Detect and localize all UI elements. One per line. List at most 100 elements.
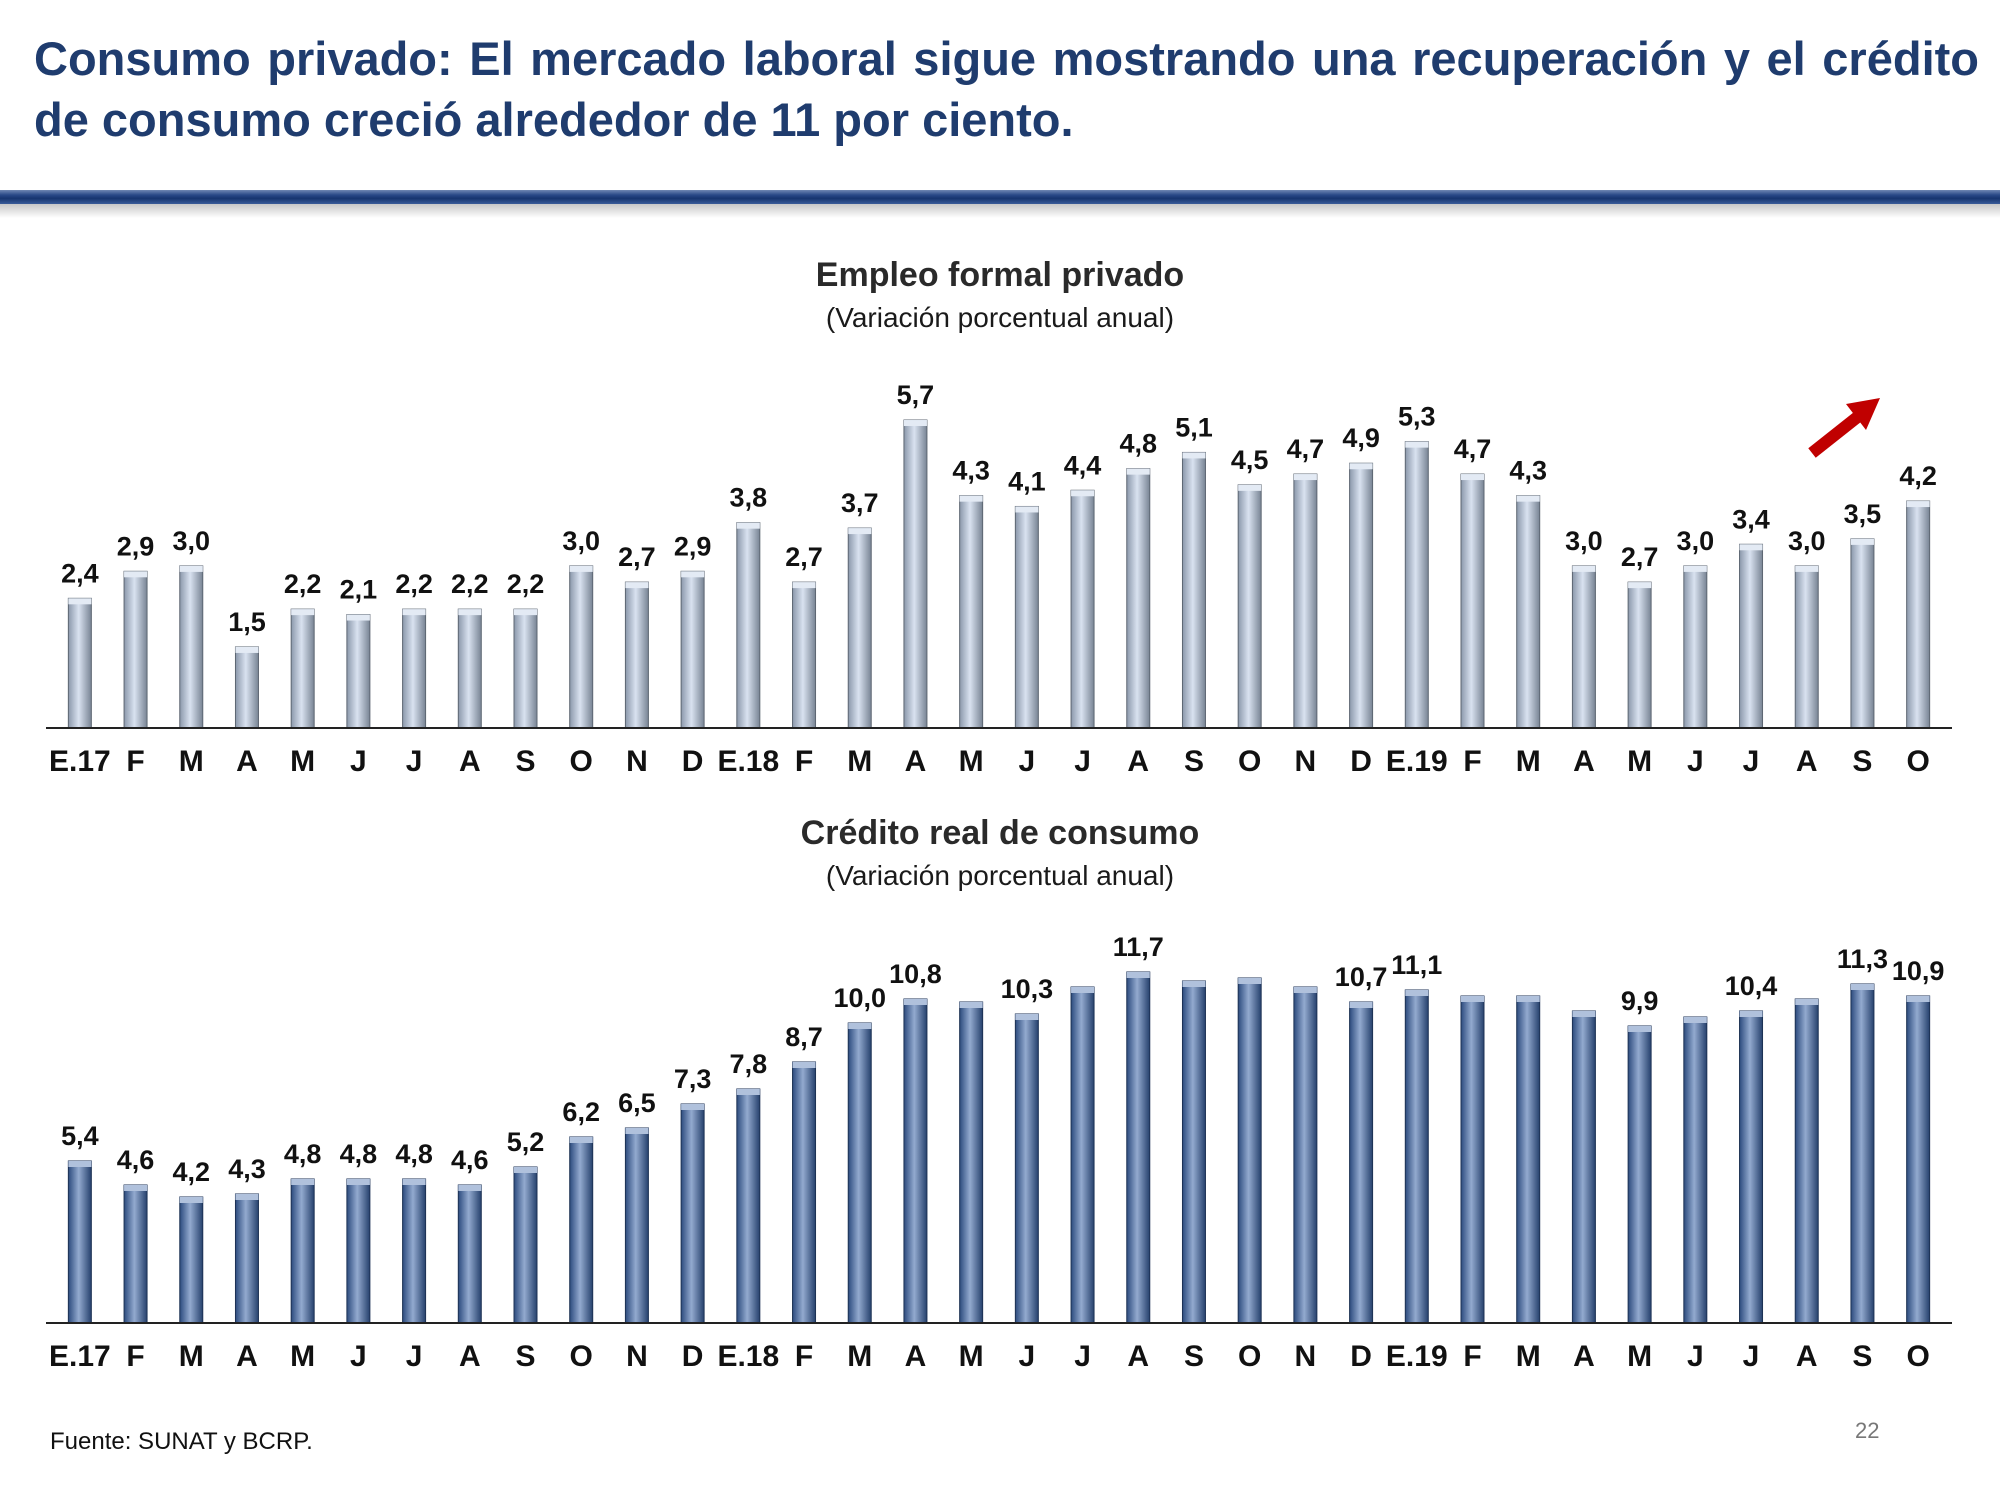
chart1-data-label: 2,2 [395, 569, 433, 599]
chart1-tick-label: M [1516, 745, 1541, 778]
chart2-bar-cap [1015, 1014, 1039, 1020]
chart1-bar-cap [1739, 544, 1763, 551]
chart2-bar [402, 1178, 427, 1324]
chart1-bar-cap [1349, 463, 1373, 470]
chart2-tick-label: M [290, 1340, 315, 1373]
chart1-data-label: 1,5 [228, 607, 266, 637]
chart1-data-label: 4,2 [1899, 461, 1937, 491]
chart1-bar [1683, 565, 1708, 729]
chart1-bar-cap [848, 528, 872, 535]
chart1-bar [959, 495, 984, 729]
chart1-bar [1070, 489, 1095, 729]
chart1-bar [1404, 441, 1429, 729]
chart2-bar-cap [235, 1194, 259, 1200]
chart1-bar-cap [1461, 474, 1484, 481]
chart2-bar [1014, 1013, 1039, 1324]
chart2-bar-cap [1683, 1017, 1707, 1023]
chart2-bar-cap [68, 1161, 92, 1167]
chart2-bar-cap [1238, 978, 1262, 984]
chart1-bar-cap [1126, 468, 1150, 475]
chart1-data-label: 4,8 [1119, 429, 1157, 459]
chart1-data-label: 3,5 [1844, 499, 1882, 529]
chart2-tick-label: E.19 [1386, 1340, 1448, 1373]
chart2-bar [1126, 971, 1151, 1324]
chart1-tick-label: F [795, 745, 813, 778]
chart2-tick-label: J [1074, 1340, 1091, 1373]
chart1-tick-label: M [290, 745, 315, 778]
chart2-bar-cap [1405, 990, 1429, 996]
chart1-bar [402, 608, 427, 729]
chart2-tick-label: A [236, 1340, 258, 1373]
chart1-tick-label: M [1627, 745, 1652, 778]
chart1-data-label: 3,8 [730, 483, 768, 513]
chart2-bar-cap [1850, 984, 1874, 990]
chart2-bar-cap [959, 1002, 983, 1008]
chart2-data-label: 10,8 [889, 959, 942, 989]
chart1-bar-cap [291, 609, 315, 616]
chart1-tick-label: J [406, 745, 423, 778]
chart2-bar [513, 1166, 538, 1324]
chart1-tick-label: A [1573, 745, 1595, 778]
chart1-tick-label: J [1743, 745, 1760, 778]
chart2-tick-label: A [905, 1340, 927, 1373]
chart2-tick-label: O [570, 1340, 593, 1373]
chart1-data-label: 4,5 [1231, 445, 1269, 475]
chart1-tick-label: A [1127, 745, 1149, 778]
chart2-data-label: 9,9 [1621, 986, 1659, 1016]
chart1-bar-cap [1850, 538, 1874, 545]
chart2-bar [569, 1136, 594, 1324]
chart2-bar [1683, 1016, 1708, 1324]
chart2-tick-label: F [1463, 1340, 1481, 1373]
chart2-bar [123, 1184, 148, 1324]
chart2-bar [67, 1160, 92, 1324]
chart1-bar [624, 581, 649, 729]
chart2-tick-label: J [1019, 1340, 1036, 1373]
chart2-tick-label: J [1687, 1340, 1704, 1373]
chart2-data-label: 8,7 [785, 1022, 823, 1052]
chart2-data-label: 11,3 [1837, 944, 1888, 974]
chart1-bar-cap [903, 420, 927, 427]
chart1-bar-cap [346, 614, 370, 621]
chart1-data-label: 2,9 [674, 531, 712, 561]
chart2-bar [290, 1178, 315, 1324]
chart1-data-label: 2,7 [785, 542, 823, 572]
chart1-title: Empleo formal privado [815, 256, 1185, 294]
chart2-data-label: 10,4 [1725, 971, 1778, 1001]
chart1-bar [1627, 581, 1652, 729]
chart1-bar [1237, 484, 1262, 729]
chart2-data-label: 11,7 [1113, 932, 1164, 962]
chart2-bar-cap [1795, 999, 1819, 1005]
chart2-bar-cap [291, 1179, 315, 1185]
chart2-bar [457, 1184, 482, 1324]
chart1-bar [736, 522, 761, 729]
chart1-bar-cap [68, 598, 92, 605]
chart1-data-label: 4,7 [1454, 434, 1492, 464]
chart1-data-label: 3,0 [172, 526, 210, 556]
chart2-bar-cap [1572, 1011, 1596, 1017]
chart2-bar [1739, 1010, 1764, 1324]
chart1-bar-cap [1015, 506, 1039, 513]
chart2-bar-cap [1739, 1011, 1763, 1017]
chart2-tick-label: M [1516, 1340, 1541, 1373]
chart2-tick-label: O [1906, 1340, 1929, 1373]
chart2-bar [1293, 986, 1318, 1324]
chart1-tick-label: O [1238, 745, 1261, 778]
chart1-tick-label: D [1350, 745, 1372, 778]
chart2-bar-cap [1906, 996, 1930, 1002]
chart2-bar [1850, 983, 1875, 1324]
chart1-tick-label: A [1796, 745, 1818, 778]
chart1-tick-label: E.17 [49, 745, 111, 778]
chart2-bar [1181, 980, 1206, 1324]
chart1-data-label: 4,1 [1008, 466, 1046, 496]
chart1-data-label: 2,1 [340, 575, 378, 605]
chart1-bar [1126, 468, 1151, 729]
chart1-tick-label: E.18 [717, 745, 779, 778]
chart2-data-label: 6,2 [562, 1097, 600, 1127]
chart1-bar [346, 614, 371, 729]
chart1-data-label: 3,0 [1788, 526, 1826, 556]
chart2-bar [903, 998, 928, 1324]
chart2-tick-label: M [959, 1340, 984, 1373]
chart1-bar-cap [402, 609, 426, 616]
chart1-data-label: 4,3 [952, 456, 990, 486]
chart1-tick-label: S [515, 745, 535, 778]
